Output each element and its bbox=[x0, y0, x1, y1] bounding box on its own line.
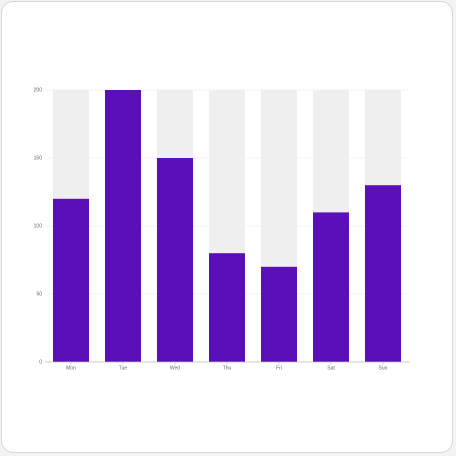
y-tick-labels: 0 50 100 150 200 bbox=[34, 88, 43, 366]
y-tick-label: 100 bbox=[34, 224, 43, 230]
x-tick-label: Wed bbox=[170, 366, 180, 372]
bar bbox=[209, 253, 245, 362]
bar bbox=[313, 212, 349, 362]
bar bbox=[53, 198, 89, 362]
bar bbox=[157, 158, 193, 362]
x-tick-label: Mon bbox=[66, 366, 76, 372]
bar bbox=[261, 266, 297, 362]
y-tick-label: 150 bbox=[34, 156, 43, 162]
x-tick-label: Sun bbox=[379, 366, 388, 372]
y-tick-label: 0 bbox=[39, 360, 42, 366]
bar bbox=[105, 90, 141, 362]
x-tick-label: Fri bbox=[276, 366, 282, 372]
y-tick-label: 200 bbox=[34, 88, 43, 94]
x-tick-labels: Mon Tue Wed Thu Fri Sat Sun bbox=[66, 366, 388, 372]
x-tick-label: Sat bbox=[327, 366, 335, 372]
x-axis bbox=[45, 361, 410, 365]
bar bbox=[365, 185, 401, 362]
data-bars bbox=[53, 90, 401, 362]
y-tick-label: 50 bbox=[36, 292, 42, 298]
x-tick-label: Thu bbox=[223, 366, 232, 372]
x-tick-label: Tue bbox=[119, 366, 128, 372]
